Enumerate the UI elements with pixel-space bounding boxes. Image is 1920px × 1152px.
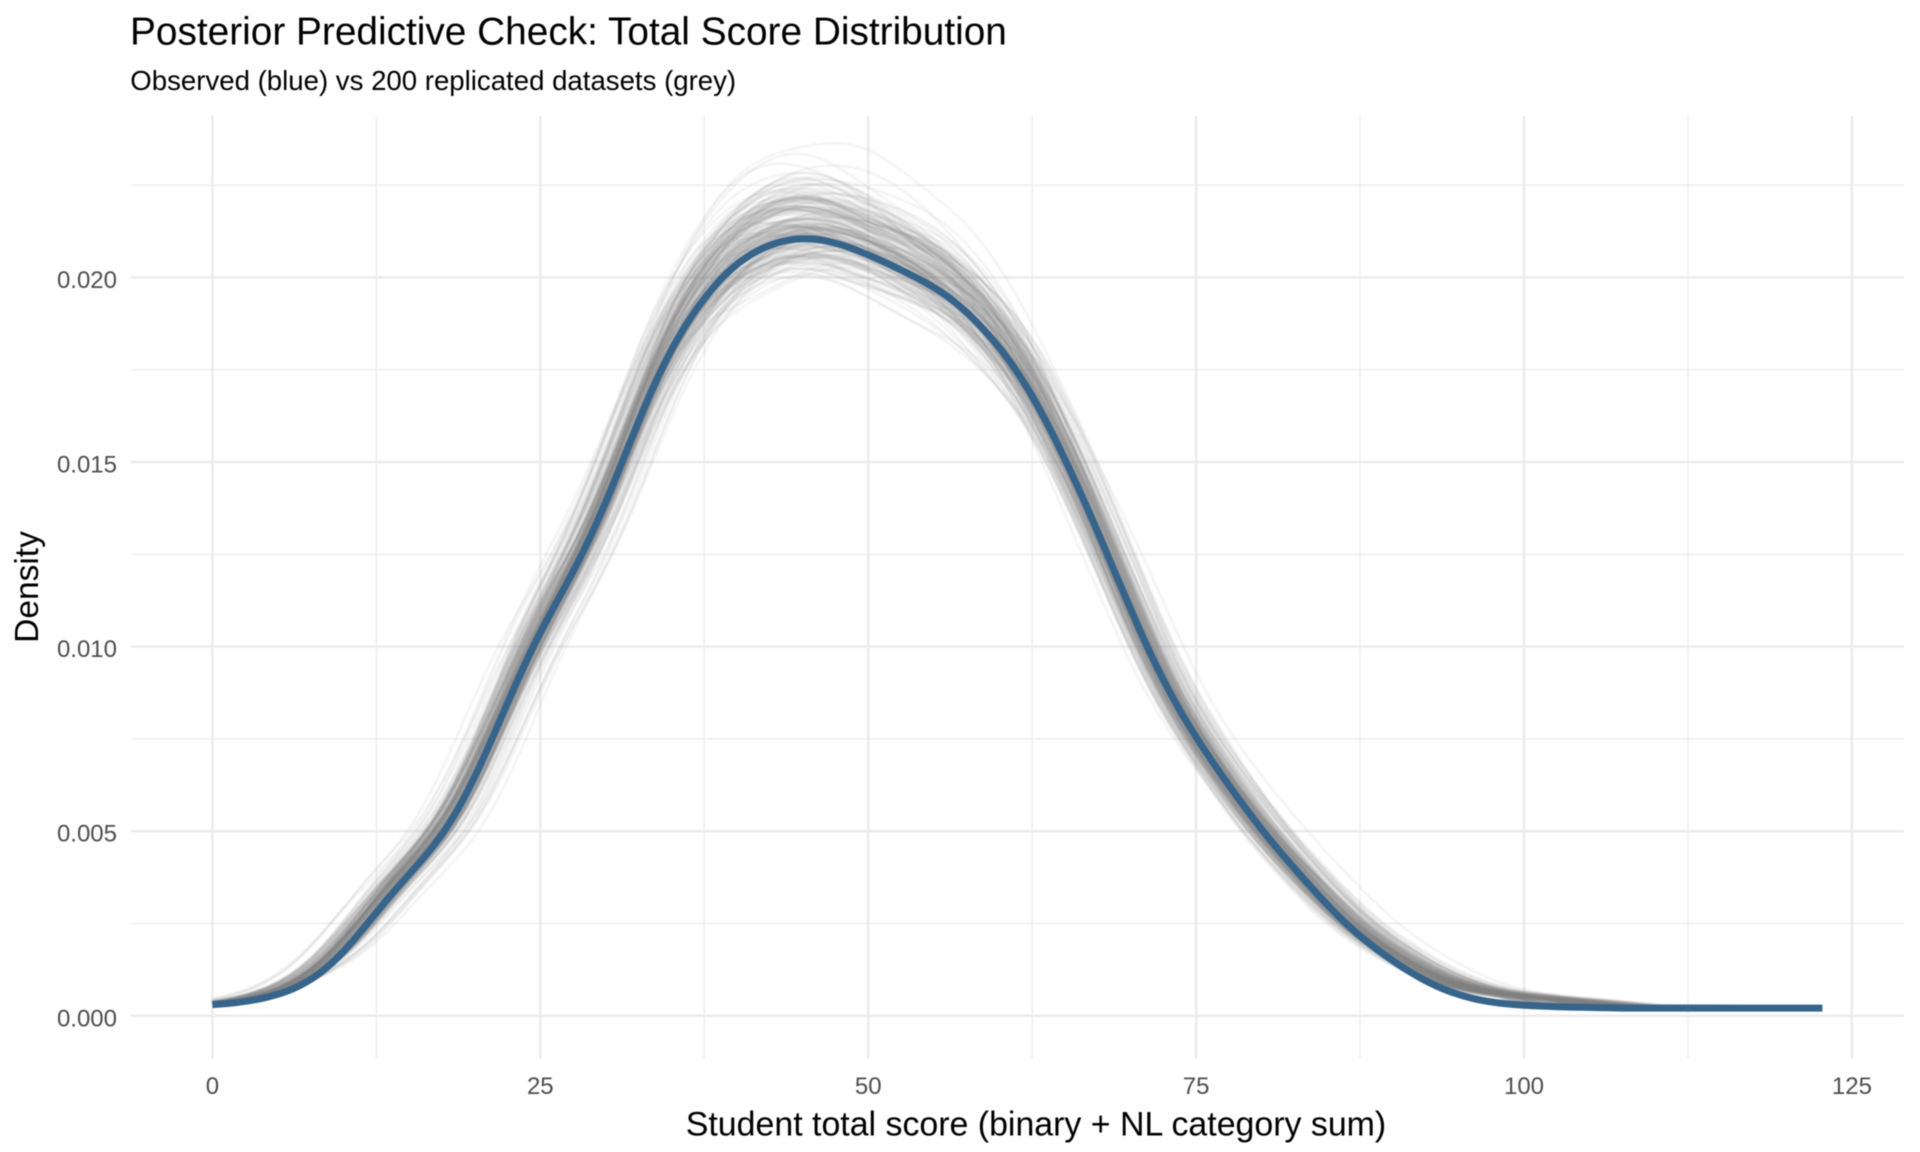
svg-text:50: 50	[855, 1073, 882, 1100]
svg-text:75: 75	[1183, 1073, 1210, 1100]
svg-text:0.015: 0.015	[57, 452, 117, 479]
svg-text:25: 25	[527, 1073, 554, 1100]
svg-text:125: 125	[1832, 1073, 1872, 1100]
svg-text:0.020: 0.020	[57, 267, 117, 294]
svg-text:0.005: 0.005	[57, 821, 117, 848]
svg-text:Posterior Predictive Check: To: Posterior Predictive Check: Total Score …	[130, 11, 1007, 54]
svg-text:0.010: 0.010	[57, 636, 117, 663]
svg-text:Observed (blue) vs 200 replica: Observed (blue) vs 200 replicated datase…	[130, 65, 736, 96]
svg-text:Student total score (binary +: Student total score (binary + NL categor…	[686, 1106, 1386, 1144]
svg-text:0: 0	[206, 1073, 219, 1100]
svg-text:0.000: 0.000	[57, 1005, 117, 1032]
svg-text:Density: Density	[9, 531, 46, 643]
svg-text:100: 100	[1504, 1073, 1544, 1100]
